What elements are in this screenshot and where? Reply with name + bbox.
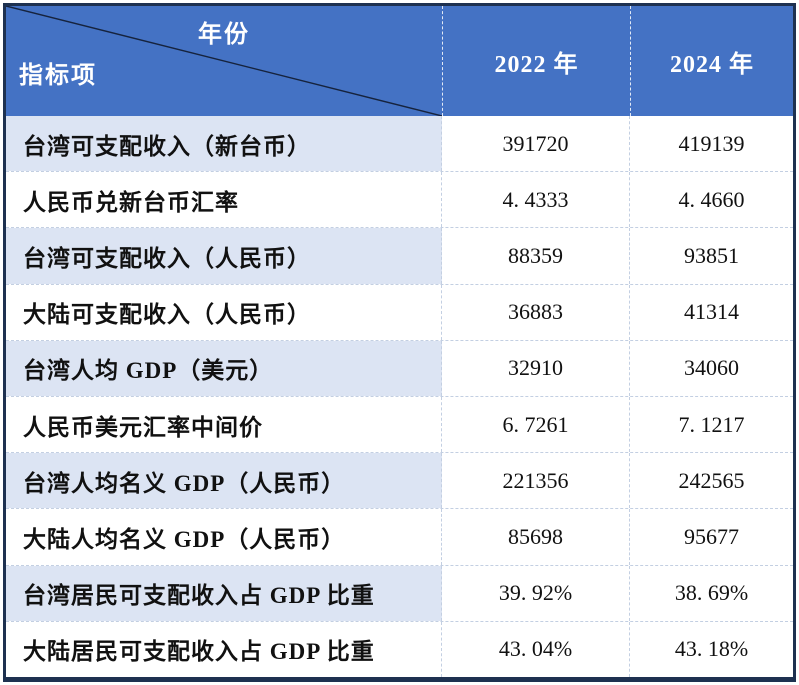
value-cell-2024: 34060 [629,340,793,397]
value-cell-2024: 93851 [629,228,793,284]
indicator-label-cell: 台湾人均 GDP（美元） [6,340,442,397]
column-header-2022: 2022 年 [494,51,579,78]
value-cell-2022: 221356 [442,453,629,509]
diagonal-divider-line [6,6,442,116]
value-cell-2022: 32910 [442,340,629,397]
table-row: 台湾可支配收入（新台币） 391720 419139 [6,116,793,172]
column-header-2024: 2024 年 [630,6,793,116]
value-cell-2024: 4. 4660 [629,172,793,228]
table-row: 人民币美元汇率中间价 6. 7261 7. 1217 [6,396,793,453]
table-row: 大陆居民可支配收入占 GDP 比重 43. 04% 43. 18% [6,620,793,678]
table-row: 台湾可支配收入（人民币） 88359 93851 [6,227,793,284]
value-cell-2024: 7. 1217 [629,397,793,453]
table-header-row: 年份 指标项 2022 年 2024 年 [6,6,793,116]
value-cell-2024: 95677 [629,509,793,565]
table-row: 大陆人均名义 GDP（人民币） 85698 95677 [6,508,793,565]
value-cell-2024: 38. 69% [629,565,793,621]
indicator-label-cell: 台湾可支配收入（人民币） [6,228,442,284]
corner-label-indicator: 指标项 [19,63,97,89]
indicator-label-cell: 台湾可支配收入（新台币） [6,116,442,172]
value-cell-2022: 43. 04% [442,621,629,678]
value-cell-2022: 391720 [442,116,629,172]
table-body: 台湾可支配收入（新台币） 391720 419139 人民币兑新台币汇率 4. … [6,116,793,678]
table-row: 台湾居民可支配收入占 GDP 比重 39. 92% 38. 69% [6,564,793,621]
indicator-label-cell: 大陆人均名义 GDP（人民币） [6,509,442,565]
value-cell-2022: 6. 7261 [442,397,629,453]
value-cell-2022: 36883 [442,284,629,340]
indicator-label-cell: 台湾居民可支配收入占 GDP 比重 [6,565,442,621]
value-cell-2024: 43. 18% [629,621,793,678]
table-row: 大陆可支配收入（人民币） 36883 41314 [6,283,793,340]
corner-label-year: 年份 [198,22,250,48]
table-row: 台湾人均 GDP（美元） 32910 34060 [6,339,793,397]
indicator-label-cell: 台湾人均名义 GDP（人民币） [6,453,442,509]
table-row: 人民币兑新台币汇率 4. 4333 4. 4660 [6,171,793,228]
value-cell-2022: 88359 [442,228,629,284]
value-cell-2022: 85698 [442,509,629,565]
table-row: 台湾人均名义 GDP（人民币） 221356 242565 [6,452,793,509]
indicator-label-cell: 大陆可支配收入（人民币） [6,284,442,340]
value-cell-2024: 242565 [629,453,793,509]
indicator-label-cell: 人民币美元汇率中间价 [6,397,442,453]
value-cell-2022: 4. 4333 [442,172,629,228]
value-cell-2024: 419139 [629,116,793,172]
comparison-table: 年份 指标项 2022 年 2024 年 台湾可支配收入（新台币） 391720… [3,3,796,682]
value-cell-2024: 41314 [629,284,793,340]
value-cell-2022: 39. 92% [442,565,629,621]
indicator-label-cell: 人民币兑新台币汇率 [6,172,442,228]
diagonal-corner-cell: 年份 指标项 [6,6,443,116]
indicator-label-cell: 大陆居民可支配收入占 GDP 比重 [6,621,442,678]
